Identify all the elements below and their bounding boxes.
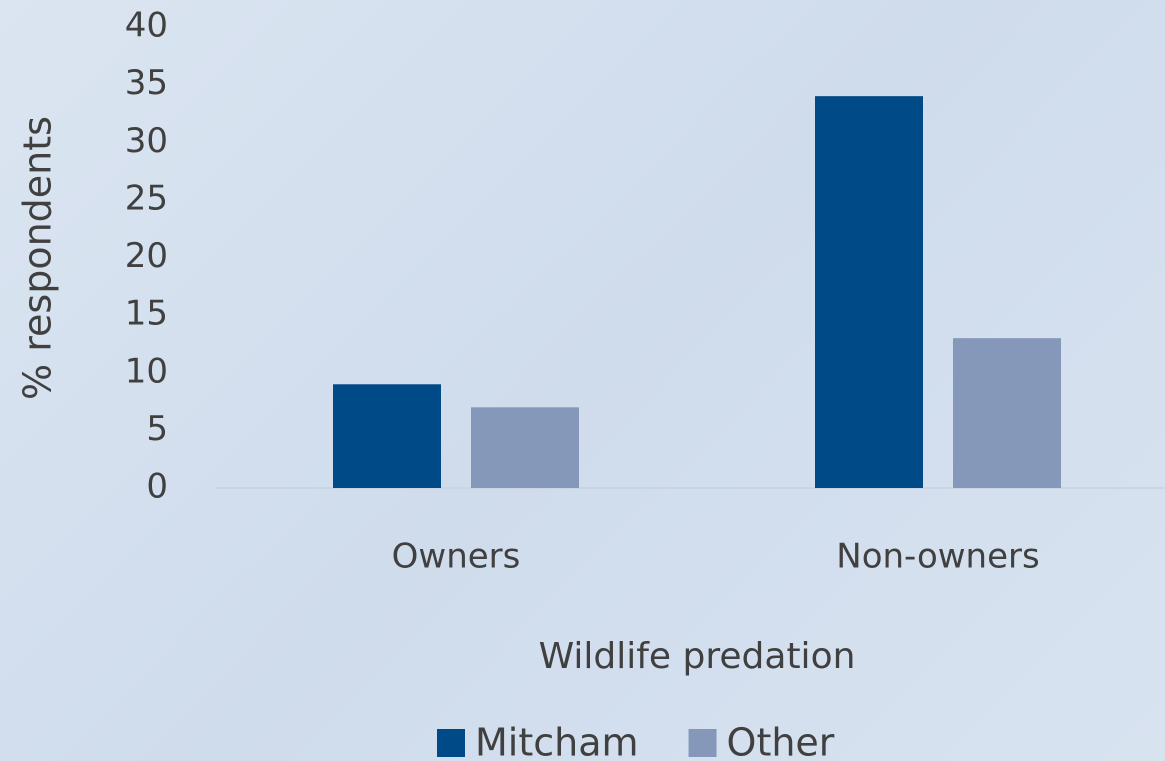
bar [333,384,441,488]
y-tick-label: 0 [146,467,168,507]
y-tick-label: 40 [125,6,168,46]
y-axis-title: % respondents [16,116,60,400]
x-tick-label: Non-owners [836,537,1039,577]
y-tick-label: 5 [146,409,168,449]
y-tick-label: 15 [125,294,168,334]
y-tick-label: 30 [125,121,168,161]
legend-swatch [688,729,717,757]
bar [815,96,923,489]
y-tick-label: 25 [125,178,168,218]
y-tick-label: 35 [125,63,168,103]
legend-label: Other [727,721,835,761]
bar [953,338,1061,488]
x-tick-label: Owners [392,537,521,577]
legend-label: Mitcham [475,721,639,761]
y-tick-label: 10 [125,351,168,391]
x-axis-title: Wildlife predation [539,636,856,677]
bar [471,407,579,488]
y-tick-label: 20 [125,236,168,276]
legend-swatch [437,729,465,757]
